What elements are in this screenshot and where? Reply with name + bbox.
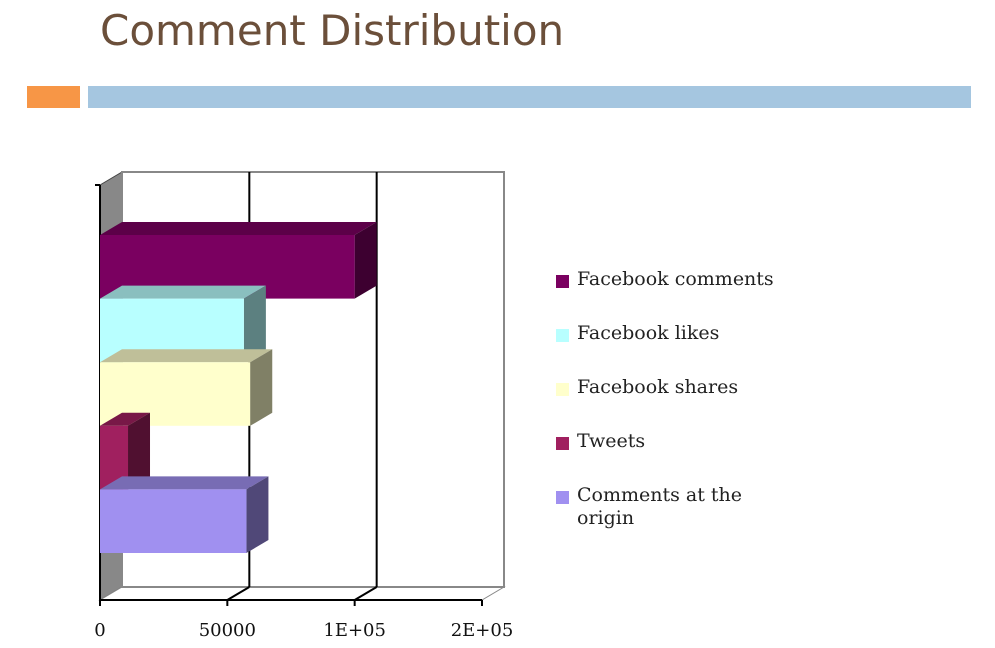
bar-side <box>354 222 377 299</box>
bar-top <box>100 412 151 426</box>
bar-side <box>250 349 273 426</box>
legend-label: Facebook comments <box>577 268 774 290</box>
legend-swatch <box>556 329 569 342</box>
x-tick-label: 50000 <box>199 620 256 641</box>
grid-line <box>354 586 378 601</box>
legend: Facebook comments Facebook likes Facebook … <box>556 268 786 538</box>
legend-swatch <box>556 383 569 396</box>
legend-entry: Facebook comments <box>556 268 786 322</box>
legend-label: Facebook likes <box>577 322 720 344</box>
bar-top <box>100 476 269 490</box>
legend-entry: Facebook likes <box>556 322 786 376</box>
bar-side <box>128 412 151 490</box>
legend-entry: Facebook shares <box>556 376 786 430</box>
legend-label: Facebook shares <box>577 376 739 398</box>
legend-entry: Comments at the origin <box>556 484 786 538</box>
legend-swatch <box>556 437 569 450</box>
bar-side <box>246 476 269 553</box>
bar-top <box>100 349 273 363</box>
accent-orange <box>27 86 80 108</box>
legend-label: Tweets <box>577 430 646 452</box>
accent-bar <box>88 86 971 108</box>
legend-entry: Tweets <box>556 430 786 484</box>
bar-top <box>100 285 266 299</box>
bar-top <box>100 222 377 235</box>
legend-swatch <box>556 491 569 504</box>
grid-line <box>226 586 250 601</box>
chart: 0 50000 1E+05 2E+05 <box>94 171 514 641</box>
x-tick-label: 1E+05 <box>323 620 386 641</box>
floor <box>98 586 506 601</box>
x-tick-label: 0 <box>94 620 105 641</box>
bar-side <box>243 285 266 363</box>
slide-title: Comment Distribution <box>100 6 565 55</box>
legend-swatch <box>556 275 569 288</box>
legend-label: Comments at the origin <box>577 484 743 529</box>
bar <box>100 489 247 553</box>
x-tick-label: 2E+05 <box>451 620 514 641</box>
